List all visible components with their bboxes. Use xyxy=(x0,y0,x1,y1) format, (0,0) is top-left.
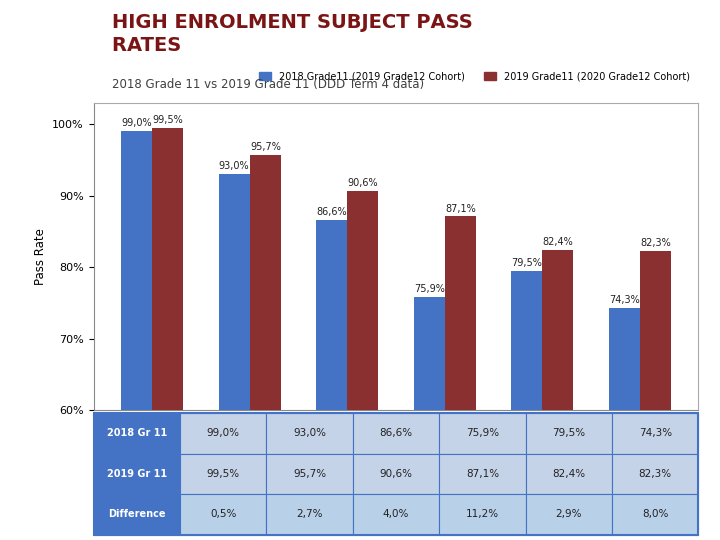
Legend: 2018 Grade11 (2019 Grade12 Cohort), 2019 Grade11 (2020 Grade12 Cohort): 2018 Grade11 (2019 Grade12 Cohort), 2019… xyxy=(256,68,693,85)
Text: 2018 Grade 11 vs 2019 Grade 11 (DDD Term 4 data): 2018 Grade 11 vs 2019 Grade 11 (DDD Term… xyxy=(112,78,424,91)
Text: 93,0%: 93,0% xyxy=(293,428,326,438)
Bar xyxy=(413,296,445,540)
Text: 8,0%: 8,0% xyxy=(642,509,668,519)
Bar xyxy=(316,220,347,540)
Text: 2019 Gr 11: 2019 Gr 11 xyxy=(107,469,167,479)
Text: 79,5%: 79,5% xyxy=(552,428,585,438)
Text: 99,5%: 99,5% xyxy=(153,115,184,125)
Bar xyxy=(608,308,639,540)
Bar xyxy=(542,250,573,540)
Text: 93,0%: 93,0% xyxy=(219,161,250,171)
Text: 95,7%: 95,7% xyxy=(293,469,326,479)
Bar xyxy=(153,127,184,540)
Text: 90,6%: 90,6% xyxy=(379,469,413,479)
Text: 82,3%: 82,3% xyxy=(639,469,672,479)
Text: 75,9%: 75,9% xyxy=(466,428,499,438)
Text: 4,0%: 4,0% xyxy=(383,509,409,519)
Text: 0,5%: 0,5% xyxy=(210,509,236,519)
Text: 87,1%: 87,1% xyxy=(445,204,476,213)
Text: 82,4%: 82,4% xyxy=(552,469,585,479)
Text: 2,9%: 2,9% xyxy=(556,509,582,519)
Y-axis label: Pass Rate: Pass Rate xyxy=(34,228,47,285)
Bar xyxy=(250,155,281,540)
Text: 82,3%: 82,3% xyxy=(640,238,671,248)
Text: 82,4%: 82,4% xyxy=(542,237,573,247)
Text: 74,3%: 74,3% xyxy=(639,428,672,438)
Bar xyxy=(445,217,476,540)
Bar xyxy=(511,271,542,540)
Text: 95,7%: 95,7% xyxy=(250,142,281,152)
Text: 90,6%: 90,6% xyxy=(348,179,378,188)
Text: 36: 36 xyxy=(668,522,684,535)
Text: 87,1%: 87,1% xyxy=(466,469,499,479)
Text: 75,9%: 75,9% xyxy=(414,284,444,294)
Text: 2018 Gr 11: 2018 Gr 11 xyxy=(107,428,167,438)
Text: 86,6%: 86,6% xyxy=(379,428,413,438)
Text: 11,2%: 11,2% xyxy=(466,509,499,519)
Bar xyxy=(639,251,671,540)
Bar xyxy=(347,191,379,540)
Text: H​IGH E​NROLMENT S​UBJECT P​ASS
R​ATES: H​IGH E​NROLMENT S​UBJECT P​ASS R​ATES xyxy=(112,14,472,55)
Text: 2,7%: 2,7% xyxy=(297,509,323,519)
Bar xyxy=(121,131,153,540)
Text: 86,6%: 86,6% xyxy=(316,207,347,217)
Text: Difference: Difference xyxy=(108,509,166,519)
Text: 79,5%: 79,5% xyxy=(511,258,542,268)
Text: 99,0%: 99,0% xyxy=(122,118,152,129)
Text: 74,3%: 74,3% xyxy=(608,295,639,305)
Text: 99,5%: 99,5% xyxy=(207,469,240,479)
Bar xyxy=(219,174,250,540)
Text: 99,0%: 99,0% xyxy=(207,428,240,438)
